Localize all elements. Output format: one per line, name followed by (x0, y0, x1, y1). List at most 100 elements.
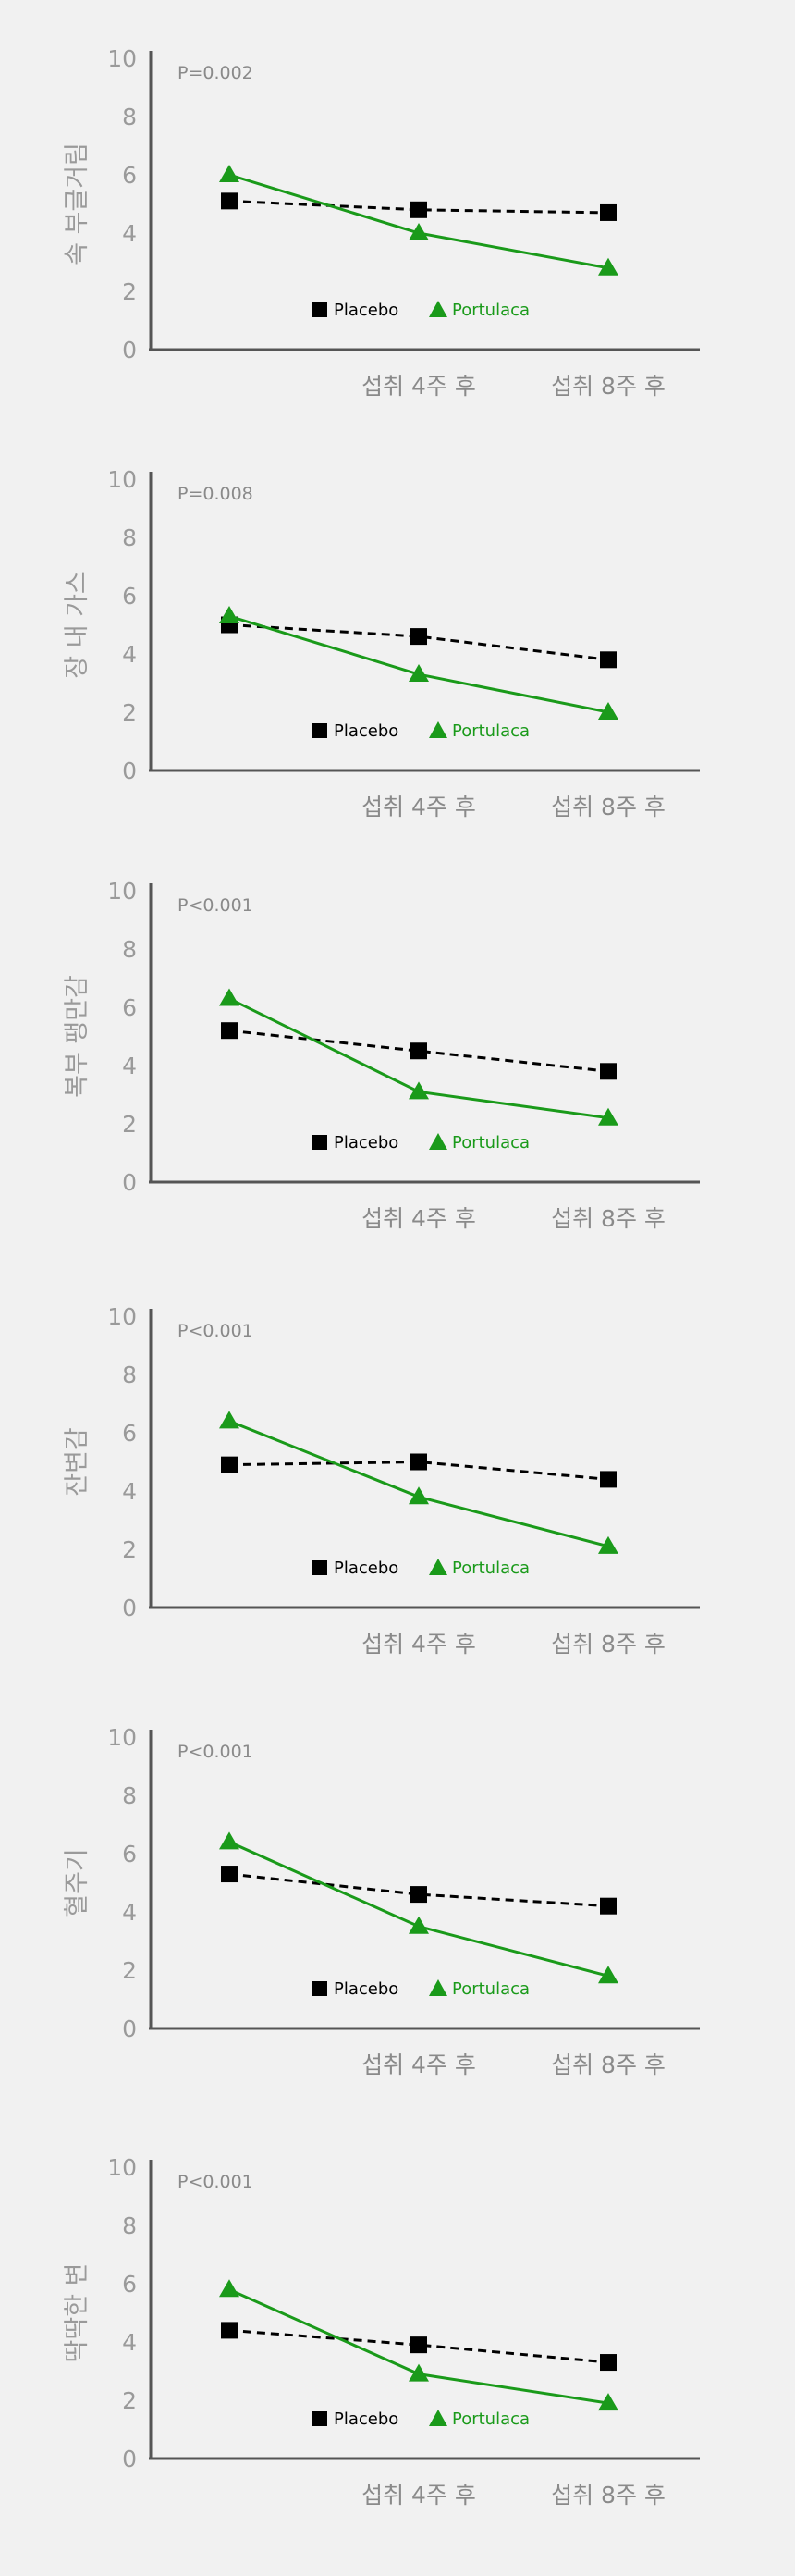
x-tick-label: 섭취 4주 후 (361, 1205, 476, 1232)
y-tick-label: 10 (107, 1724, 137, 1751)
y-tick-label: 8 (122, 1782, 137, 1809)
y-tick-label: 10 (107, 878, 137, 905)
legend-label-placebo: Placebo (334, 1133, 398, 1152)
data-point-portulaca (219, 988, 239, 1006)
data-point-placebo (410, 1453, 427, 1471)
p-value-annotation: P<0.001 (177, 1321, 253, 1341)
data-point-placebo (221, 1022, 238, 1040)
x-tick-label: 섭취 4주 후 (361, 794, 476, 820)
chart-panel: 0 2 4 6 8 10 섭취 4주 후 섭취 8주 후 혈주기 P<0.001 Placebo Po… (0, 1679, 795, 2109)
x-tick-label: 섭취 8주 후 (551, 2482, 666, 2508)
legend-marker-placebo (312, 1135, 327, 1150)
y-tick-label: 0 (122, 758, 137, 784)
data-point-placebo (410, 1042, 427, 1060)
y-tick-label: 0 (122, 1169, 137, 1196)
x-tick-label: 섭취 4주 후 (361, 373, 476, 400)
y-tick-label: 10 (107, 45, 137, 72)
data-point-portulaca (409, 1486, 429, 1505)
data-point-placebo (600, 1897, 617, 1915)
data-point-portulaca (219, 606, 239, 624)
p-value-annotation: P<0.001 (177, 895, 253, 916)
p-value-annotation: P<0.001 (177, 1742, 253, 1762)
series-line-placebo (228, 1460, 609, 1481)
y-tick-label: 10 (107, 2154, 137, 2181)
p-value-annotation: P=0.002 (177, 63, 253, 83)
legend-label-placebo: Placebo (334, 721, 398, 741)
data-point-portulaca (219, 1831, 239, 1850)
data-point-placebo (410, 2336, 427, 2354)
y-tick-label: 0 (122, 2015, 137, 2042)
data-point-portulaca (409, 223, 429, 240)
y-tick-label: 2 (122, 278, 137, 305)
x-tick-label: 섭취 4주 후 (361, 2052, 476, 2078)
series-line-portulaca (228, 1420, 609, 1548)
y-tick-label: 0 (122, 337, 137, 364)
legend-marker-portulaca (429, 721, 447, 738)
y-tick-label: 6 (122, 2271, 137, 2298)
line-chart: 0 2 4 6 8 10 섭취 4주 후 섭취 8주 후 속 부글거림 P=0.002 Placeb… (63, 45, 700, 400)
chart-panel: 0 2 4 6 8 10 섭취 4주 후 섭취 8주 후 장 내 가스 P=0.008 Placeb… (0, 421, 795, 851)
y-tick-label: 0 (122, 1595, 137, 1621)
series-line-placebo (228, 623, 609, 661)
data-point-portulaca (409, 1081, 429, 1100)
y-tick-label: 8 (122, 2212, 137, 2239)
chart-panel: 0 2 4 6 8 10 섭취 4주 후 섭취 8주 후 속 부글거림 P=0.002 Placeb… (0, 0, 795, 430)
legend-label-placebo: Placebo (334, 1979, 398, 1999)
chart-panel: 0 2 4 6 8 10 섭취 4주 후 섭취 8주 후 잔변감 P<0.001 Placebo Po… (0, 1258, 795, 1688)
legend-label-portulaca: Portulaca (452, 1559, 530, 1578)
y-tick-label: 4 (122, 641, 137, 668)
line-chart: 0 2 4 6 8 10 섭취 4주 후 섭취 8주 후 딱딱한 변 P<0.001 Placebo… (63, 2154, 700, 2508)
x-tick-label: 섭취 4주 후 (361, 2482, 476, 2508)
line-chart: 0 2 4 6 8 10 섭취 4주 후 섭취 8주 후 복부 팽만감 P<0.001 Placeb… (63, 878, 700, 1232)
y-tick-label: 2 (122, 1957, 137, 1984)
data-point-portulaca (598, 1966, 618, 1984)
data-point-portulaca (219, 2279, 239, 2298)
y-tick-label: 4 (122, 2329, 137, 2356)
legend-label-portulaca: Portulaca (452, 301, 530, 320)
y-tick-label: 8 (122, 1362, 137, 1388)
data-point-placebo (410, 1886, 427, 1904)
line-chart: 0 2 4 6 8 10 섭취 4주 후 섭취 8주 후 혈주기 P<0.001 Placebo Po… (63, 1724, 700, 2078)
y-tick-label: 6 (122, 162, 137, 189)
series-line-placebo (228, 1872, 609, 1908)
y-axis-label: 잔변감 (63, 1427, 92, 1497)
y-tick-label: 10 (107, 466, 137, 493)
legend-marker-placebo (312, 1981, 327, 1996)
y-tick-label: 4 (122, 1899, 137, 1926)
series-line-placebo (228, 199, 609, 215)
series-line-portulaca (228, 173, 609, 270)
x-tick-label: 섭취 8주 후 (551, 1631, 666, 1658)
series-line-placebo (228, 1029, 609, 1073)
data-point-portulaca (598, 257, 618, 276)
data-point-portulaca (409, 2363, 429, 2382)
data-point-placebo (600, 1471, 617, 1488)
data-point-portulaca (598, 2393, 618, 2411)
y-tick-label: 10 (107, 1303, 137, 1330)
y-tick-label: 8 (122, 104, 137, 130)
x-tick-label: 섭취 4주 후 (361, 1631, 476, 1658)
y-tick-label: 0 (122, 2446, 137, 2472)
data-point-placebo (600, 1063, 617, 1080)
x-tick-label: 섭취 8주 후 (551, 373, 666, 400)
legend-marker-portulaca (429, 2410, 447, 2426)
legend-label-placebo: Placebo (334, 301, 398, 320)
y-tick-label: 6 (122, 583, 137, 610)
y-tick-label: 6 (122, 1841, 137, 1867)
y-tick-label: 8 (122, 524, 137, 551)
data-point-portulaca (598, 702, 618, 720)
legend-label-portulaca: Portulaca (452, 1133, 530, 1152)
data-point-portulaca (409, 664, 429, 683)
y-axis-label: 장 내 가스 (63, 571, 92, 679)
y-tick-label: 8 (122, 936, 137, 963)
x-tick-label: 섭취 8주 후 (551, 1205, 666, 1232)
y-tick-label: 2 (122, 1536, 137, 1563)
y-tick-label: 2 (122, 2387, 137, 2414)
y-axis-label: 딱딱한 변 (63, 2263, 92, 2363)
data-point-placebo (600, 203, 617, 221)
line-chart: 0 2 4 6 8 10 섭취 4주 후 섭취 8주 후 잔변감 P<0.001 Placebo Po… (63, 1303, 700, 1658)
y-tick-label: 6 (122, 1420, 137, 1447)
data-point-placebo (600, 2354, 617, 2372)
legend-marker-placebo (312, 723, 327, 738)
legend-label-portulaca: Portulaca (452, 721, 530, 741)
